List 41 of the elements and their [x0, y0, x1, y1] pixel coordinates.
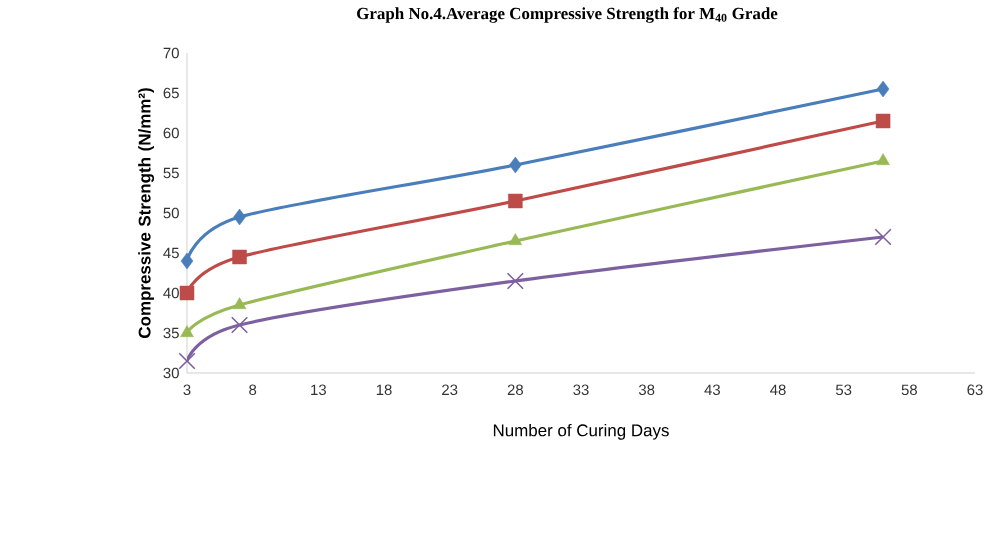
point — [232, 297, 247, 309]
y-axis-title: Compressive Strength (N/mm²) — [138, 88, 155, 338]
y-tick-label: 40 — [163, 287, 179, 299]
y-tick-label: 45 — [163, 247, 179, 259]
x-tick-label: 23 — [442, 384, 458, 396]
x-tick-label: 13 — [311, 384, 326, 396]
point — [230, 316, 249, 334]
x-tick-label: 18 — [376, 384, 392, 396]
y-tick-label: 50 — [163, 207, 179, 219]
point — [875, 113, 891, 129]
y-tick-label: 35 — [163, 327, 179, 339]
point — [233, 208, 246, 226]
x-tick-label: 8 — [249, 384, 257, 396]
y-tick-label: 60 — [163, 127, 179, 139]
point — [178, 352, 196, 370]
x-tick-label: 28 — [507, 384, 523, 396]
y-tick-label: 65 — [163, 87, 179, 99]
y-tick-label: 55 — [163, 167, 179, 179]
y-tick-label: 30 — [163, 367, 179, 379]
y-tick-label: 70 — [163, 47, 179, 59]
x-axis-title: Number of Curing Days — [493, 423, 669, 440]
point — [232, 249, 247, 265]
point — [508, 193, 523, 209]
x-tick-label: 53 — [835, 384, 852, 396]
point — [874, 228, 892, 246]
x-tick-label: 33 — [573, 384, 589, 396]
x-tick-label: 63 — [967, 384, 983, 396]
point — [180, 252, 194, 270]
x-tick-label: 3 — [183, 384, 191, 396]
point — [180, 325, 194, 337]
point — [876, 80, 890, 98]
chart-title: Graph No.4.Average Compressive Strength for M$_{40}$ Grade — [357, 7, 778, 23]
point — [506, 272, 524, 290]
point — [509, 156, 522, 174]
x-tick-label: 43 — [704, 384, 720, 396]
point — [179, 285, 195, 301]
point — [876, 153, 890, 165]
x-tick-label: 38 — [638, 384, 655, 396]
point — [508, 233, 523, 245]
x-tick-label: 58 — [901, 384, 917, 396]
x-tick-label: 48 — [770, 384, 786, 396]
